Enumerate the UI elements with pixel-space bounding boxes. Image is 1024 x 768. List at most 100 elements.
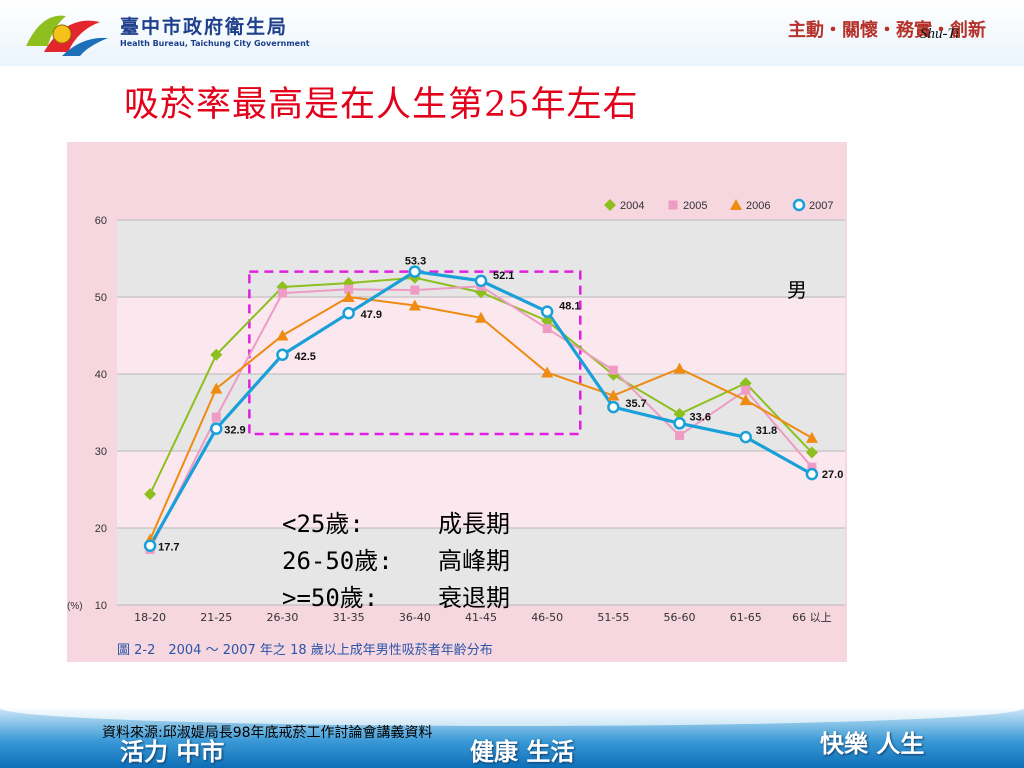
series-2006-point xyxy=(408,299,421,311)
series-2005-point xyxy=(410,285,420,295)
series-2006-point xyxy=(541,366,554,378)
series-2006-point xyxy=(730,199,742,210)
stage-name: 高峰期 xyxy=(438,547,510,575)
plot-band xyxy=(117,374,845,451)
y-tick-label: 60 xyxy=(95,215,107,227)
legend-entry: 2004 xyxy=(620,200,644,212)
series-2006-point xyxy=(673,362,686,374)
x-tick-label: 51-55 xyxy=(597,611,629,624)
series-2004-point xyxy=(604,199,616,211)
series-2007-point xyxy=(805,467,819,481)
x-tick-label: 46-50 xyxy=(531,611,563,624)
data-label: 17.7 xyxy=(158,542,179,554)
footer-slogan-right: 快樂 人生 xyxy=(820,729,925,758)
smoking-rate-line-chart: 10 20 30 40 50 60 (%) 18-20 21-25 26-30 31-35 36-40… xyxy=(67,142,847,662)
org-name-english: Health Bureau, Taichung City Government xyxy=(120,39,310,48)
series-2004-point xyxy=(673,408,686,421)
health-bureau-logo-icon xyxy=(26,15,108,56)
org-name: 臺中市政府衛生局 xyxy=(120,16,289,38)
series-2007-point xyxy=(607,400,620,414)
series-2007-point xyxy=(276,348,289,361)
y-axis-unit: (%) xyxy=(67,601,83,612)
author-name: Shu-Ti xyxy=(920,26,960,42)
x-tick-label: 21-25 xyxy=(200,611,232,624)
legend-entry: 2007 xyxy=(809,200,833,212)
series-2005-point xyxy=(344,284,354,294)
y-tick-label: 30 xyxy=(95,446,107,458)
series-2006-point xyxy=(342,291,355,302)
y-tick-label: 20 xyxy=(95,523,107,535)
series-2006-point xyxy=(210,382,223,394)
series-2007-point xyxy=(540,305,554,318)
y-tick-label: 50 xyxy=(95,292,107,304)
legend-entry: 2005 xyxy=(683,200,707,212)
footer-slogan-left: 活力 中市 xyxy=(120,737,225,766)
plot-band xyxy=(117,528,845,605)
data-label: 42.5 xyxy=(294,351,315,363)
stage-row: 26-50歲: 高峰期 xyxy=(282,543,510,580)
data-label: 48.1 xyxy=(559,301,580,313)
series-2004-point xyxy=(144,488,157,501)
x-tick-label: 31-35 xyxy=(333,611,365,624)
x-tick-label: 26-30 xyxy=(266,611,298,624)
data-label: 35.7 xyxy=(625,398,646,410)
x-tick-label: 61-65 xyxy=(730,611,762,624)
series-2005-point xyxy=(807,462,817,472)
series-2004-point xyxy=(541,314,554,327)
series-2004-point xyxy=(805,446,818,459)
series-2005-point xyxy=(668,200,678,210)
stage-age-range: >=50歲: xyxy=(282,584,379,612)
series-2006-point xyxy=(276,329,289,341)
gender-annotation: 男 xyxy=(787,278,807,302)
series-2007-point xyxy=(143,539,157,552)
series-2007-point xyxy=(408,265,422,278)
stage-name: 衰退期 xyxy=(438,584,510,612)
footer-bar: 活力 中市 健康 生活 快樂 人生 xyxy=(0,708,1024,768)
series-2007-point xyxy=(474,274,488,288)
y-tick-label: 40 xyxy=(95,369,107,381)
series-2007-point xyxy=(792,198,806,212)
footer-slogan-middle: 健康 生活 xyxy=(470,737,575,766)
series-2007-point xyxy=(673,417,686,430)
data-label: 31.8 xyxy=(756,425,777,437)
series-2005-point xyxy=(675,431,685,441)
legend-entry: 2006 xyxy=(746,200,770,212)
x-tick-label: 56-60 xyxy=(664,611,696,624)
header-slogan: 主動・關懷・務實・創新 xyxy=(788,20,986,41)
series-2006-point xyxy=(739,394,752,406)
series-2007-point xyxy=(739,430,752,444)
data-label: 32.9 xyxy=(224,425,245,437)
series-2005-point xyxy=(542,324,552,334)
life-stage-legend: <25歲: 成長期 26-50歲: 高峰期 >=50歲: 衰退期 xyxy=(282,506,510,617)
stage-age-range: <25歲: xyxy=(282,510,364,538)
stage-age-range: 26-50歲: xyxy=(282,547,393,575)
footer-wave xyxy=(0,708,1024,726)
stage-row: <25歲: 成長期 xyxy=(282,506,510,543)
x-axis-unit: （年齡） xyxy=(844,610,847,624)
stage-row: >=50歲: 衰退期 xyxy=(282,580,510,617)
series-2007-point xyxy=(210,422,223,435)
series-2007-point xyxy=(342,306,355,320)
series-2006-point xyxy=(475,311,487,323)
header-bar: 臺中市政府衛生局 Health Bureau, Taichung City Go… xyxy=(0,0,1024,66)
page-title: 吸菸率最高是在人生第25年左右 xyxy=(124,85,639,125)
series-2006-point xyxy=(805,431,818,443)
stage-name: 成長期 xyxy=(438,510,510,538)
x-tick-label: 41-45 xyxy=(465,611,497,624)
chart-caption: 圖 2-2 2004 ～ 2007 年之 18 歲以上成年男性吸菸者年齡分布 xyxy=(117,643,493,658)
x-tick-label: 36-40 xyxy=(399,611,431,624)
data-label: 47.9 xyxy=(361,309,382,321)
series-2004-point xyxy=(210,348,223,361)
series-2005-point xyxy=(608,365,618,375)
x-tick-label: 66 以上 xyxy=(792,611,832,624)
series-2006-point xyxy=(607,389,620,401)
y-tick-label: 10 xyxy=(95,600,107,612)
data-source-note: 資料來源:邱淑媞局長98年底戒菸工作討論會講義資料 xyxy=(102,725,433,741)
series-2005-point xyxy=(211,412,221,422)
series-2005-point xyxy=(741,385,751,395)
data-label: 33.6 xyxy=(690,411,711,423)
data-label: 52.1 xyxy=(493,270,514,282)
series-2005-point xyxy=(277,288,287,298)
data-label: 53.3 xyxy=(405,256,426,268)
plot-band xyxy=(117,451,845,528)
